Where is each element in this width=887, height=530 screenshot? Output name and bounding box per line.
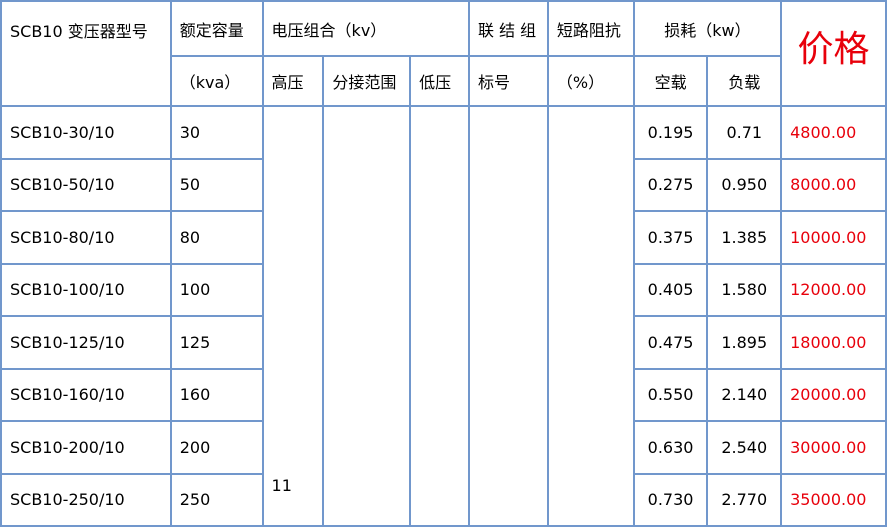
capacity-cell: 100	[169, 262, 264, 317]
model-cell: SCB10-200/10	[0, 420, 172, 475]
model-cell: SCB10-80/10	[0, 210, 172, 265]
price-cell: 35000.00	[780, 472, 887, 527]
load-cell: 0.71	[706, 105, 783, 160]
header-voltage: 电压组合（kv）	[261, 0, 470, 57]
price-cell: 18000.00	[780, 315, 887, 370]
no-load-cell: 0.475	[632, 315, 709, 370]
load-cell: 0.950	[706, 157, 783, 212]
model-cell: SCB10-100/10	[0, 262, 172, 317]
header-impedance: 短路阻抗	[546, 0, 635, 57]
price-cell: 20000.00	[780, 367, 887, 422]
header-no-load: 空载	[632, 55, 709, 107]
table-row: SCB10-50/10 50 0.275 0.950 8000.00	[0, 157, 887, 212]
table-row: SCB10-250/10 250 0.730 2.770 35000.00	[0, 472, 887, 527]
price-cell: 8000.00	[780, 157, 887, 212]
header-impedance-unit: （%）	[546, 55, 635, 107]
header-load: 负载	[706, 55, 783, 107]
header-connection: 联 结 组	[467, 0, 549, 57]
model-cell: SCB10-250/10	[0, 472, 172, 527]
table-row: SCB10-30/10 30 11 0.195 0.71 4800.00	[0, 105, 887, 527]
load-cell: 1.385	[706, 210, 783, 265]
capacity-cell: 125	[169, 315, 264, 370]
load-cell: 2.140	[706, 367, 783, 422]
load-cell: 2.770	[706, 472, 783, 527]
capacity-cell: 250	[169, 472, 264, 527]
capacity-cell: 80	[169, 210, 264, 265]
header-loss: 损耗（kw）	[632, 0, 783, 57]
hv-cell: 11	[261, 105, 325, 527]
no-load-cell: 0.630	[632, 420, 709, 475]
table-row: SCB10-100/10 100 0.405 1.580 12000.00	[0, 262, 887, 317]
no-load-cell: 0.730	[632, 472, 709, 527]
header-capacity: 额定容量	[169, 0, 264, 57]
connection-cell	[467, 105, 549, 527]
capacity-cell: 30	[169, 105, 264, 160]
capacity-cell: 160	[169, 367, 264, 422]
load-cell: 1.580	[706, 262, 783, 317]
price-cell: 4800.00	[780, 105, 887, 160]
table-row: SCB10-160/10 160 0.550 2.140 20000.00	[0, 367, 887, 422]
price-cell: 30000.00	[780, 420, 887, 475]
lv-cell	[409, 105, 470, 527]
no-load-cell: 0.195	[632, 105, 709, 160]
model-cell: SCB10-50/10	[0, 157, 172, 212]
impedance-cell	[546, 105, 635, 527]
model-cell: SCB10-30/10	[0, 105, 172, 160]
table-row: SCB10-125/10 125 0.475 1.895 18000.00	[0, 315, 887, 370]
table-row: SCB10-80/10 80 0.375 1.385 10000.00	[0, 210, 887, 265]
capacity-cell: 200	[169, 420, 264, 475]
capacity-cell: 50	[169, 157, 264, 212]
price-cell: 12000.00	[780, 262, 887, 317]
no-load-cell: 0.375	[632, 210, 709, 265]
price-cell: 10000.00	[780, 210, 887, 265]
table-row: SCB10-200/10 200 0.630 2.540 30000.00	[0, 420, 887, 475]
no-load-cell: 0.275	[632, 157, 709, 212]
header-lv: 低压	[409, 55, 470, 107]
model-cell: SCB10-125/10	[0, 315, 172, 370]
header-model: SCB10 变压器型号	[0, 0, 172, 107]
header-price: 价格	[780, 0, 887, 107]
header-tap: 分接范围	[322, 55, 412, 107]
load-cell: 1.895	[706, 315, 783, 370]
tap-cell	[322, 105, 412, 527]
model-cell: SCB10-160/10	[0, 367, 172, 422]
no-load-cell: 0.550	[632, 367, 709, 422]
load-cell: 2.540	[706, 420, 783, 475]
header-capacity-unit: （kva）	[169, 55, 264, 107]
header-connection-2: 标号	[467, 55, 549, 107]
no-load-cell: 0.405	[632, 262, 709, 317]
header-hv: 高压	[261, 55, 325, 107]
